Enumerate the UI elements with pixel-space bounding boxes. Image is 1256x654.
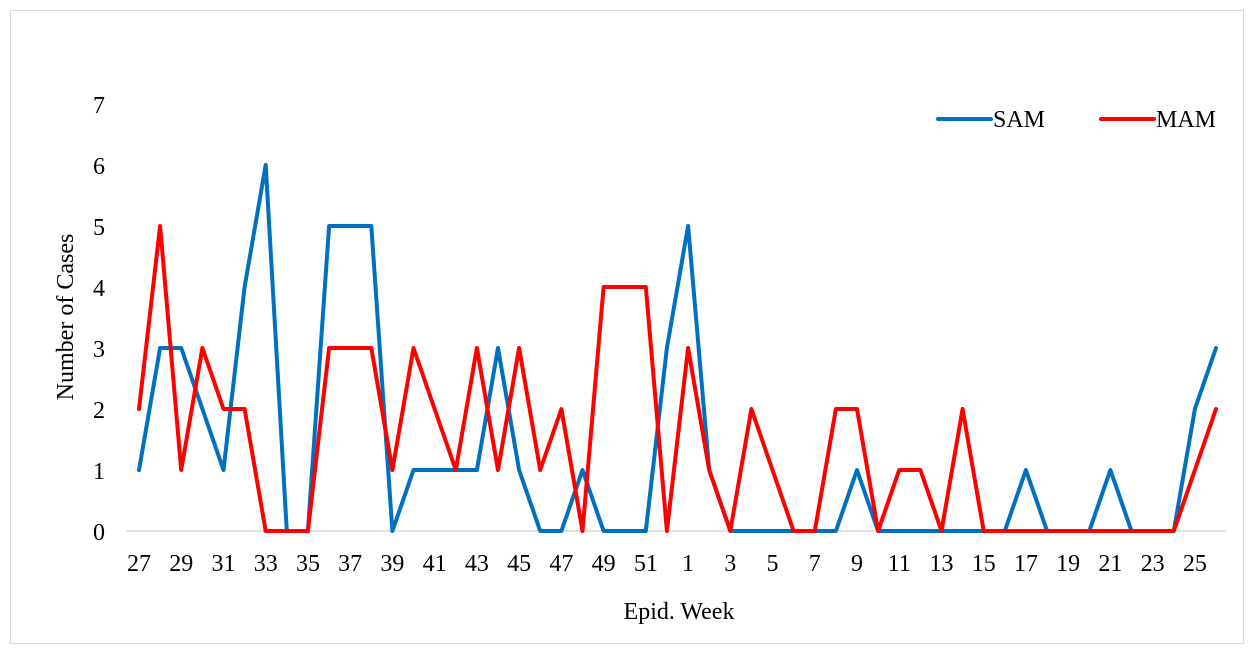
- x-tick-label: 25: [1183, 551, 1207, 577]
- x-tick-label: 51: [634, 551, 658, 577]
- y-tick-label: 7: [93, 93, 105, 119]
- y-tick-label: 6: [93, 154, 105, 180]
- x-tick-label: 23: [1141, 551, 1165, 577]
- x-axis-ticks: 27 29 31 33 35 37 39 41 43 45 47 49 51 1 3 5 7 9 11 13 15 17 1…: [127, 551, 1207, 577]
- legend-label-mam: MAM: [1156, 107, 1216, 133]
- x-tick-label: 29: [169, 551, 193, 577]
- x-tick-label: 11: [888, 551, 911, 577]
- x-tick-label: 9: [851, 551, 863, 577]
- legend-label-sam: SAM: [993, 107, 1045, 133]
- x-tick-label: 17: [1014, 551, 1038, 577]
- y-tick-label: 0: [93, 520, 105, 546]
- x-tick-label: 31: [211, 551, 235, 577]
- x-tick-label: 3: [724, 551, 736, 577]
- x-tick-label: 47: [549, 551, 573, 577]
- x-tick-label: 33: [254, 551, 278, 577]
- x-tick-label: 5: [767, 551, 779, 577]
- x-tick-label: 35: [296, 551, 320, 577]
- x-tick-label: 7: [809, 551, 821, 577]
- y-tick-label: 3: [93, 337, 105, 363]
- x-tick-label: 39: [380, 551, 404, 577]
- x-tick-label: 27: [127, 551, 151, 577]
- x-tick-label: 21: [1098, 551, 1122, 577]
- y-axis-ticks: 0 1 2 3 4 5 6 7: [93, 93, 105, 546]
- y-tick-label: 4: [93, 276, 105, 302]
- x-tick-label: 49: [592, 551, 616, 577]
- y-tick-label: 2: [93, 398, 105, 424]
- x-tick-label: 15: [972, 551, 996, 577]
- x-axis-title: Epid. Week: [624, 599, 735, 625]
- y-axis-title: Number of Cases: [53, 234, 79, 401]
- x-tick-label: 45: [507, 551, 531, 577]
- series-lines: [137, 163, 1218, 533]
- x-tick-label: 43: [465, 551, 489, 577]
- y-tick-label: 1: [93, 459, 105, 485]
- x-tick-label: 37: [338, 551, 362, 577]
- y-tick-label: 5: [93, 215, 105, 241]
- x-tick-label: 13: [929, 551, 953, 577]
- x-tick-label: 41: [423, 551, 447, 577]
- series-line-sam: [137, 163, 1218, 533]
- x-tick-label: 1: [682, 551, 694, 577]
- x-tick-label: 19: [1056, 551, 1080, 577]
- series-line-mam: [137, 224, 1218, 533]
- legend: SAM MAM: [936, 107, 1216, 133]
- chart-frame: [10, 10, 1244, 644]
